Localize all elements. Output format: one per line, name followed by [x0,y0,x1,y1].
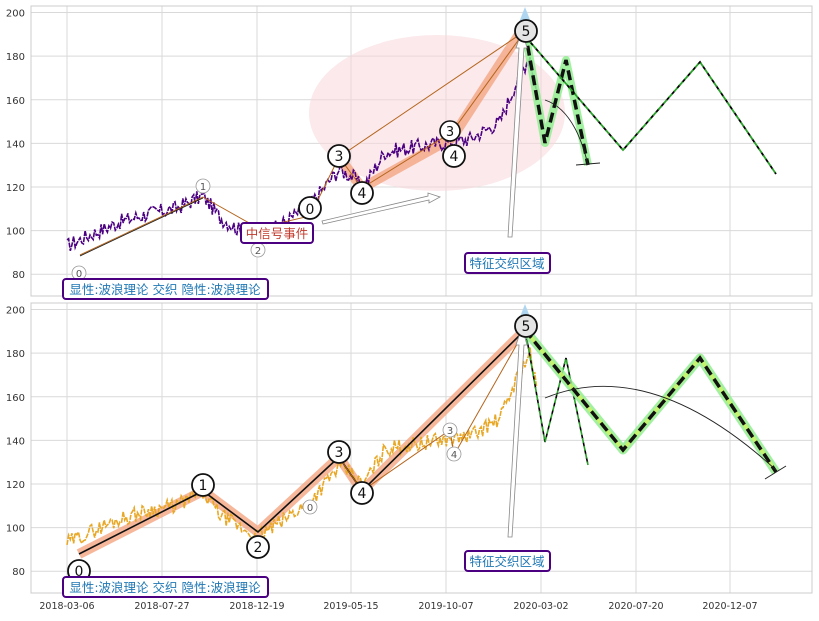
bottom-y-tick-label: 100 [6,524,25,535]
svg-text:特征交织区域: 特征交织区域 [469,256,544,271]
bottom-x-tick-label: 2018-12-19 [229,601,284,612]
svg-text:3: 3 [335,445,344,461]
top-y-tick-label: 80 [12,270,25,281]
bottom-projection-arc [544,385,777,471]
svg-text:2: 2 [254,540,263,556]
svg-text:显性:波浪理论 交织 隐性:波浪理论: 显性:波浪理论 交织 隐性:波浪理论 [69,282,261,297]
bottom-x-tick-label: 2020-07-20 [608,601,663,612]
top-event-label: 中信号事件 [240,222,314,244]
top-plot-frame [30,5,813,297]
bottom-y-tick-label: 180 [6,349,25,360]
bottom-marker-3-large: 3 [327,440,351,464]
top-wave-markers: 0 1 2 0 3 4 3 4 5 [71,19,538,281]
top-marker-1-small: 1 [195,178,211,194]
top-zone-label: 特征交织区域 [464,252,551,274]
top-marker-3-mid: 3 [439,120,461,142]
bottom-x-tick-label: 2020-03-02 [513,601,568,612]
svg-text:3: 3 [335,149,344,165]
top-y-ticks: 80 100 120 140 160 180 200 [6,9,25,282]
bottom-zone-label: 特征交织区域 [464,550,551,572]
bottom-marker-3-small: 3 [442,422,458,438]
bottom-plot-frame [30,302,813,594]
bottom-projection-yellow [523,328,778,474]
top-marker-0-large: 0 [298,196,322,220]
svg-text:5: 5 [522,319,531,335]
top-y-tick-label: 200 [6,9,25,20]
bottom-projection-short-green [524,327,589,466]
bottom-wave-main [78,329,526,555]
top-marker-0-small: 0 [71,265,87,281]
bottom-x-tick-label: 2019-10-07 [418,601,473,612]
bottom-wave-markers: 0 1 2 0 3 4 3 4 5 [67,314,538,583]
svg-text:4: 4 [450,149,459,165]
bottom-price-series [66,346,538,546]
bottom-x-tick-label: 2020-12-07 [702,601,757,612]
svg-text:3: 3 [447,426,453,437]
svg-text:0: 0 [75,564,84,580]
svg-text:0: 0 [307,503,313,514]
bottom-y-tick-label: 200 [6,306,25,317]
top-wave-thin [79,30,526,256]
top-wave-0-1 [79,197,204,257]
bottom-x-tick-label: 2019-05-15 [323,601,378,612]
top-projection-bracket [575,162,601,166]
svg-text:1: 1 [199,478,208,494]
bottom-grid [31,303,812,593]
bottom-projection-bg [521,327,780,475]
bottom-marker-4-large: 4 [350,481,374,505]
svg-text:4: 4 [358,186,367,202]
bottom-marker-2-large: 2 [246,535,270,559]
bottom-zone-arrow [507,325,528,538]
top-marker-3-large: 3 [327,144,351,168]
top-wave-3-5 [338,30,526,158]
bottom-projection-bracket [764,465,787,480]
svg-text:2: 2 [255,246,261,257]
svg-text:1: 1 [200,182,206,193]
svg-text:4: 4 [358,486,367,502]
bottom-method-label: 显性:波浪理论 交织 隐性:波浪理论 [62,576,269,598]
bottom-marker-4-small: 4 [446,446,462,462]
top-method-label: 显性:波浪理论 交织 隐性:波浪理论 [62,278,269,300]
bottom-y-tick-label: 160 [6,393,25,404]
bottom-y-tick-label: 80 [12,567,25,578]
bottom-y-tick-label: 120 [6,480,25,491]
top-marker-4-mid: 4 [442,144,466,168]
svg-text:3: 3 [446,125,454,140]
top-event-arrow [321,192,441,225]
top-marker-4-large: 4 [350,181,374,205]
top-y-tick-label: 100 [6,227,25,238]
svg-text:0: 0 [76,269,82,280]
top-marker-5-large: 5 [514,19,538,43]
svg-text:特征交织区域: 特征交织区域 [469,554,544,569]
bottom-marker-5-large: 5 [514,314,538,338]
top-projection-dashed-green [524,35,777,175]
top-projection-arc [544,99,589,166]
top-y-tick-label: 160 [6,96,25,107]
svg-text:4: 4 [451,450,457,461]
bottom-x-ticks: 2018-03-06 2018-07-27 2018-12-19 2019-05-15… [39,601,757,612]
top-marker-2-small: 2 [250,242,266,258]
bottom-projection-bold [523,328,778,473]
top-y-tick-label: 140 [6,139,25,150]
svg-text:显性:波浪理论 交织 隐性:波浪理论: 显性:波浪理论 交织 隐性:波浪理论 [69,580,261,595]
top-y-tick-label: 120 [6,183,25,194]
bottom-marker-1-large: 1 [191,473,215,497]
bottom-y-tick-label: 140 [6,436,25,447]
svg-text:0: 0 [306,202,315,218]
bottom-y-ticks: 80 100 120 140 160 180 200 [6,306,25,579]
top-y-tick-label: 180 [6,52,25,63]
top-projection-bold [523,30,590,166]
top-highlight-ellipse [309,35,565,191]
svg-text:中信号事件: 中信号事件 [246,226,309,241]
bottom-x-tick-label: 2018-03-06 [39,601,94,612]
bottom-marker-0-small: 0 [302,499,318,515]
svg-text:5: 5 [522,24,531,40]
bottom-x-tick-label: 2018-07-27 [134,601,189,612]
